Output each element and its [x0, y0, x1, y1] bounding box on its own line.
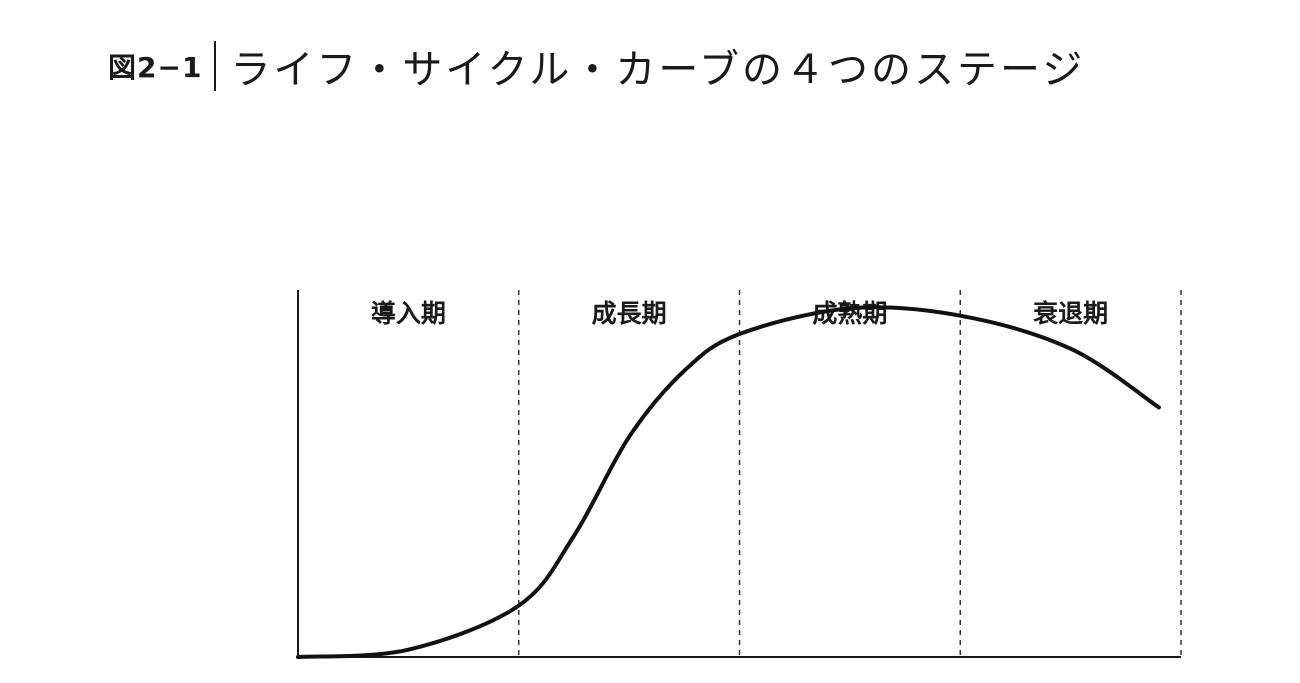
- life-cycle-curve: [296, 305, 1161, 659]
- stage-dividers: [518, 290, 1182, 657]
- figure-title: ライフ・サイクル・カーブの４つのステージ: [230, 47, 1086, 93]
- stage-label-2: 成長期: [592, 299, 667, 328]
- stage-label-4: 衰退期: [1032, 299, 1108, 328]
- figure-number: 図2−1: [108, 51, 203, 84]
- stage-label-1: 導入期: [371, 299, 446, 328]
- figure-header: 図2−1 ライフ・サイクル・カーブの４つのステージ: [108, 38, 1085, 94]
- title-separator: [214, 41, 217, 91]
